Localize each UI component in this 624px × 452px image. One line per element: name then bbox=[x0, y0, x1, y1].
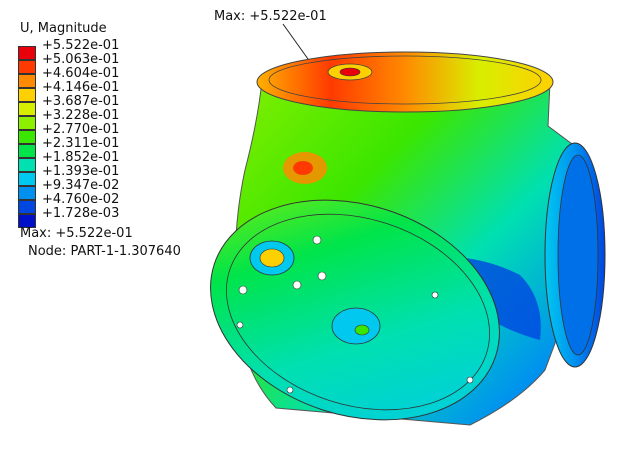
side-port-bore bbox=[557, 154, 599, 356]
top-flange-rim bbox=[268, 55, 542, 105]
bolt-hole bbox=[312, 235, 322, 245]
legend-value-label: +2.311e-01 bbox=[42, 136, 120, 151]
legend-value-label: +5.063e-01 bbox=[42, 52, 120, 67]
legend-swatch bbox=[18, 130, 36, 144]
legend-swatch bbox=[18, 186, 36, 200]
legend-title: U, Magnitude bbox=[20, 21, 107, 36]
top-boss-hole bbox=[339, 67, 361, 77]
max-value-label: Max: +5.522e-01 bbox=[20, 226, 133, 241]
legend-value-label: +9.347e-02 bbox=[42, 178, 120, 193]
legend-value-label: +1.728e-03 bbox=[42, 206, 120, 221]
face-port-hole bbox=[259, 248, 285, 268]
legend-value-label: +5.522e-01 bbox=[42, 38, 120, 53]
bolt-hole bbox=[431, 291, 439, 299]
legend-swatch bbox=[18, 144, 36, 158]
legend-swatch bbox=[18, 88, 36, 102]
legend-value-label: +1.393e-01 bbox=[42, 164, 120, 179]
legend-value-label: +1.852e-01 bbox=[42, 150, 120, 165]
bolt-hole bbox=[236, 321, 244, 329]
face-center-boss bbox=[331, 307, 381, 345]
bolt-hole bbox=[238, 285, 248, 295]
max-annotation-label: Max: +5.522e-01 bbox=[214, 9, 327, 24]
legend-value-label: +3.228e-01 bbox=[42, 108, 120, 123]
legend-swatch bbox=[18, 102, 36, 116]
legend-value-label: +4.604e-01 bbox=[42, 66, 120, 81]
legend-swatch bbox=[18, 158, 36, 172]
legend-swatch bbox=[18, 214, 36, 228]
legend-value-label: +2.770e-01 bbox=[42, 122, 120, 137]
legend-value-label: +4.146e-01 bbox=[42, 80, 120, 95]
legend-swatch bbox=[18, 60, 36, 74]
legend-value-label: +4.760e-02 bbox=[42, 192, 120, 207]
legend-swatch bbox=[18, 46, 36, 60]
top-flange bbox=[256, 51, 554, 113]
bolt-hole bbox=[292, 280, 302, 290]
legend-swatch bbox=[18, 172, 36, 186]
face-center-hole bbox=[354, 324, 370, 336]
legend-value-label: +3.687e-01 bbox=[42, 94, 120, 109]
node-label: Node: PART-1-1.307640 bbox=[28, 244, 181, 259]
legend-swatch bbox=[18, 200, 36, 214]
bolt-hole bbox=[466, 376, 474, 384]
bolt-hole bbox=[317, 271, 327, 281]
front-flange-rim bbox=[226, 213, 490, 411]
legend-swatch bbox=[18, 116, 36, 130]
bolt-hole bbox=[286, 386, 294, 394]
legend-swatch bbox=[18, 74, 36, 88]
hotspot-core bbox=[293, 161, 313, 175]
